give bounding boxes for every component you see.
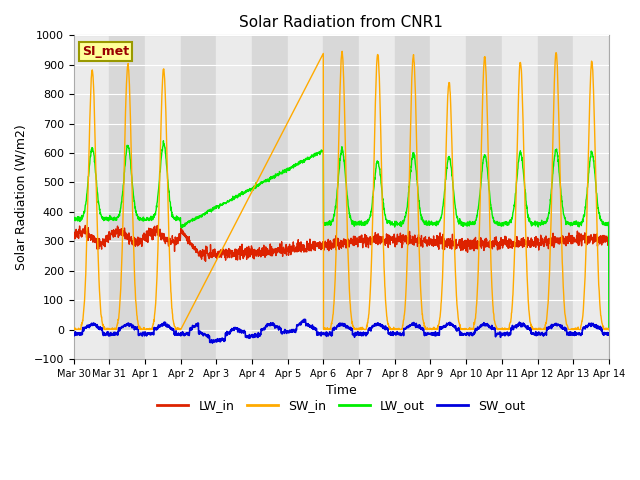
Bar	[216, 36, 252, 359]
Bar	[431, 36, 466, 359]
Bar	[538, 36, 573, 359]
Title: Solar Radiation from CNR1: Solar Radiation from CNR1	[239, 15, 444, 30]
Bar	[359, 36, 395, 359]
Legend: LW_in, SW_in, LW_out, SW_out: LW_in, SW_in, LW_out, SW_out	[152, 395, 531, 418]
Bar	[180, 36, 216, 359]
Bar	[109, 36, 145, 359]
Bar	[573, 36, 609, 359]
X-axis label: Time: Time	[326, 384, 356, 397]
Bar	[74, 36, 109, 359]
Bar	[288, 36, 323, 359]
Bar	[252, 36, 288, 359]
Bar	[145, 36, 180, 359]
Bar	[323, 36, 359, 359]
Bar	[466, 36, 502, 359]
Bar	[395, 36, 431, 359]
Bar	[502, 36, 538, 359]
Y-axis label: Solar Radiation (W/m2): Solar Radiation (W/m2)	[15, 124, 28, 270]
Bar	[609, 36, 640, 359]
Text: SI_met: SI_met	[82, 45, 129, 58]
